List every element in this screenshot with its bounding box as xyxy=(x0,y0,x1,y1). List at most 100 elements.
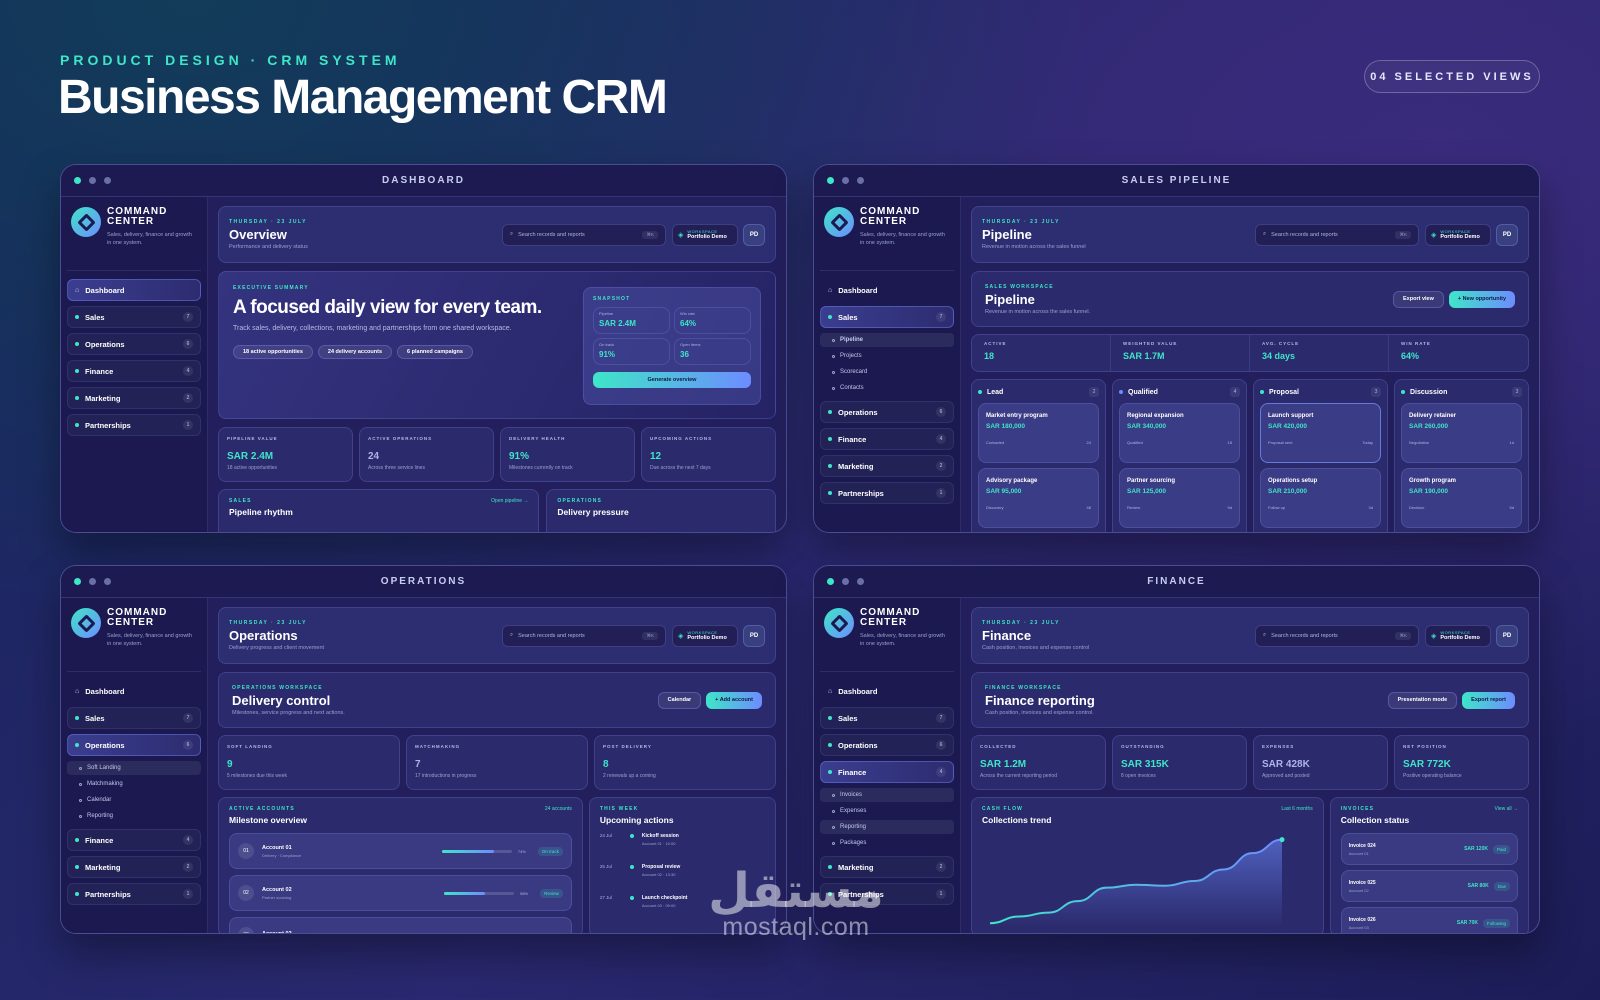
subnav-pipeline[interactable]: Pipeline xyxy=(820,333,954,347)
summary-chip[interactable]: 6 planned campaigns xyxy=(397,345,473,359)
opportunity-card[interactable]: Delivery retainer SAR 260,000 Negotiation 1… xyxy=(1401,403,1522,463)
subnav-soft-landing[interactable]: Soft Landing xyxy=(67,761,201,775)
invoice-row[interactable]: Invoice 025 Account 02 SAR 80K Due xyxy=(1340,870,1518,902)
sidebar-item-partnerships[interactable]: Partnerships 1 xyxy=(820,883,954,905)
summary-chip[interactable]: 18 active opportunities xyxy=(233,345,313,359)
invoice-row[interactable]: Invoice 026 Account 03 SAR 70K Following xyxy=(1340,907,1518,933)
workspace-switcher[interactable]: ◈ WORKSPACE Portfolio Demo xyxy=(1425,223,1491,246)
action-item[interactable]: 27 Jul Launch checkpoint Account 03 · 09:0… xyxy=(600,895,765,908)
account-row[interactable]: 02 Account 02 Partner sourcing 58% Review xyxy=(229,875,572,911)
search-input[interactable]: ⌕ Search records and reports ⌘K xyxy=(1255,223,1419,246)
bullet-icon xyxy=(75,743,79,747)
sidebar-item-sales[interactable]: Sales 7 xyxy=(67,707,201,729)
opportunity-card[interactable]: Regional expansion SAR 340,000 Qualified 18 xyxy=(1119,403,1240,463)
window-dot[interactable] xyxy=(89,578,96,585)
add-account-button[interactable]: + Add account xyxy=(706,691,762,709)
invoice-row[interactable]: Invoice 024 Account 01 SAR 120K Paid xyxy=(1340,833,1518,865)
window-dot[interactable] xyxy=(857,578,864,585)
calendar-button[interactable]: Calendar xyxy=(657,691,702,709)
sidebar-item-dashboard[interactable]: ⌂ Dashboard xyxy=(67,279,201,301)
sidebar-item-marketing[interactable]: Marketing 2 xyxy=(67,856,201,878)
sidebar-item-finance[interactable]: Finance 4 xyxy=(67,829,201,851)
search-input[interactable]: ⌕ Search records and reports ⌘K xyxy=(502,223,666,246)
period-link[interactable]: Last 6 months xyxy=(1281,806,1313,812)
export-view-button[interactable]: Export view xyxy=(1393,290,1444,308)
subnav-scorecard[interactable]: Scorecard xyxy=(820,365,954,379)
subnav-calendar[interactable]: Calendar xyxy=(67,793,201,807)
sidebar-item-operations[interactable]: Operations 6 xyxy=(820,401,954,423)
invoice-amount: SAR 80K xyxy=(1467,883,1489,889)
sidebar-item-finance[interactable]: Finance 4 xyxy=(820,761,954,783)
opportunity-card[interactable]: Market entry program SAR 180,000 Contacted… xyxy=(978,403,1099,463)
subnav-projects[interactable]: Projects xyxy=(820,349,954,363)
sidebar-item-marketing[interactable]: Marketing 2 xyxy=(820,455,954,477)
action-item[interactable]: 25 Jul Proposal review Account 02 · 13:30 xyxy=(600,864,765,877)
sidebar-item-sales[interactable]: Sales 7 xyxy=(820,306,954,328)
view-subtitle: Revenue in motion across the sales funne… xyxy=(982,244,1086,250)
opportunity-stage: Contacted xyxy=(986,440,1005,445)
subnav-packages[interactable]: Packages xyxy=(820,836,954,850)
opportunity-card[interactable]: Partner sourcing SAR 125,000 Review 9d xyxy=(1119,468,1240,528)
avatar[interactable]: PD xyxy=(743,624,765,647)
opportunity-card[interactable]: Launch support SAR 420,000 Proposal sent To… xyxy=(1260,403,1381,463)
window-dot[interactable] xyxy=(827,177,834,184)
window-dot[interactable] xyxy=(842,177,849,184)
subnav-reporting[interactable]: Reporting xyxy=(820,820,954,834)
window-dot[interactable] xyxy=(842,578,849,585)
opportunity-card[interactable]: Growth program SAR 190,000 Decision 5d xyxy=(1401,468,1522,528)
nav-label: Dashboard xyxy=(838,285,878,295)
window-dot[interactable] xyxy=(857,177,864,184)
subnav-expenses[interactable]: Expenses xyxy=(820,804,954,818)
subnav-contacts[interactable]: Contacts xyxy=(820,381,954,395)
subnav-reporting[interactable]: Reporting xyxy=(67,809,201,823)
search-input[interactable]: ⌕ Search records and reports ⌘K xyxy=(1255,624,1419,647)
avatar[interactable]: PD xyxy=(743,223,765,246)
window-dot[interactable] xyxy=(104,578,111,585)
sidebar-item-operations[interactable]: Operations 6 xyxy=(67,734,201,756)
presentation-mode-button[interactable]: Presentation mode xyxy=(1387,691,1458,709)
opportunity-card[interactable]: Advisory package SAR 95,000 Discovery 48 xyxy=(978,468,1099,528)
window-dot[interactable] xyxy=(74,578,81,585)
new-opportunity-button[interactable]: + New opportunity xyxy=(1448,290,1515,308)
accounts-link[interactable]: 24 accounts xyxy=(544,806,572,812)
stat-card: POST DELIVERY 8 2 renewals up a coming xyxy=(594,735,776,790)
workspace-switcher[interactable]: ◈ WORKSPACE Portfolio Demo xyxy=(1425,624,1491,647)
nav-label: Operations xyxy=(85,740,125,750)
sidebar-item-dashboard[interactable]: ⌂ Dashboard xyxy=(820,279,954,301)
sidebar-item-sales[interactable]: Sales 7 xyxy=(820,707,954,729)
opportunity-card[interactable]: Operations setup SAR 210,000 Follow up 3d xyxy=(1260,468,1381,528)
generate-overview-button[interactable]: Generate overview xyxy=(593,372,751,388)
sidebar-item-operations[interactable]: Operations 6 xyxy=(67,333,201,355)
sidebar-item-dashboard[interactable]: ⌂ Dashboard xyxy=(67,680,201,702)
subnav-matchmaking[interactable]: Matchmaking xyxy=(67,777,201,791)
avatar[interactable]: PD xyxy=(1496,223,1518,246)
sidebar-item-partnerships[interactable]: Partnerships 1 xyxy=(67,883,201,905)
window-dot[interactable] xyxy=(827,578,834,585)
opportunity-footer: Discovery 48 xyxy=(986,505,1091,510)
action-item[interactable]: 24 Jul Kickoff session Account 01 · 10:00 xyxy=(600,833,765,846)
workspace-switcher[interactable]: ◈ WORKSPACE Portfolio Demo xyxy=(672,223,738,246)
sidebar-item-partnerships[interactable]: Partnerships 1 xyxy=(820,482,954,504)
stat-subtext: Milestones currently on track xyxy=(509,465,573,471)
window-dot[interactable] xyxy=(74,177,81,184)
window-dot[interactable] xyxy=(89,177,96,184)
sidebar-item-operations[interactable]: Operations 6 xyxy=(820,734,954,756)
sidebar-item-marketing[interactable]: Marketing 2 xyxy=(820,856,954,878)
window-dot[interactable] xyxy=(104,177,111,184)
sidebar-item-marketing[interactable]: Marketing 2 xyxy=(67,387,201,409)
sidebar-item-dashboard[interactable]: ⌂ Dashboard xyxy=(820,680,954,702)
sidebar-item-sales[interactable]: Sales 7 xyxy=(67,306,201,328)
avatar[interactable]: PD xyxy=(1496,624,1518,647)
subnav-invoices[interactable]: Invoices xyxy=(820,788,954,802)
export-report-button[interactable]: Export report xyxy=(1462,691,1515,709)
workspace-switcher[interactable]: ◈ WORKSPACE Portfolio Demo xyxy=(672,624,738,647)
search-input[interactable]: ⌕ Search records and reports ⌘K xyxy=(502,624,666,647)
sidebar-item-partnerships[interactable]: Partnerships 1 xyxy=(67,414,201,436)
account-row[interactable]: 01 Account 01 Delivery · Compliance 74% On t… xyxy=(229,833,572,869)
sidebar-item-finance[interactable]: Finance 4 xyxy=(820,428,954,450)
sidebar-item-finance[interactable]: Finance 4 xyxy=(67,360,201,382)
summary-chip[interactable]: 24 delivery accounts xyxy=(317,345,393,359)
account-row[interactable]: 03 Account 03 xyxy=(229,917,572,933)
view-all-link[interactable]: View all → xyxy=(1494,806,1518,812)
open-pipeline-link[interactable]: Open pipeline → xyxy=(491,498,529,504)
